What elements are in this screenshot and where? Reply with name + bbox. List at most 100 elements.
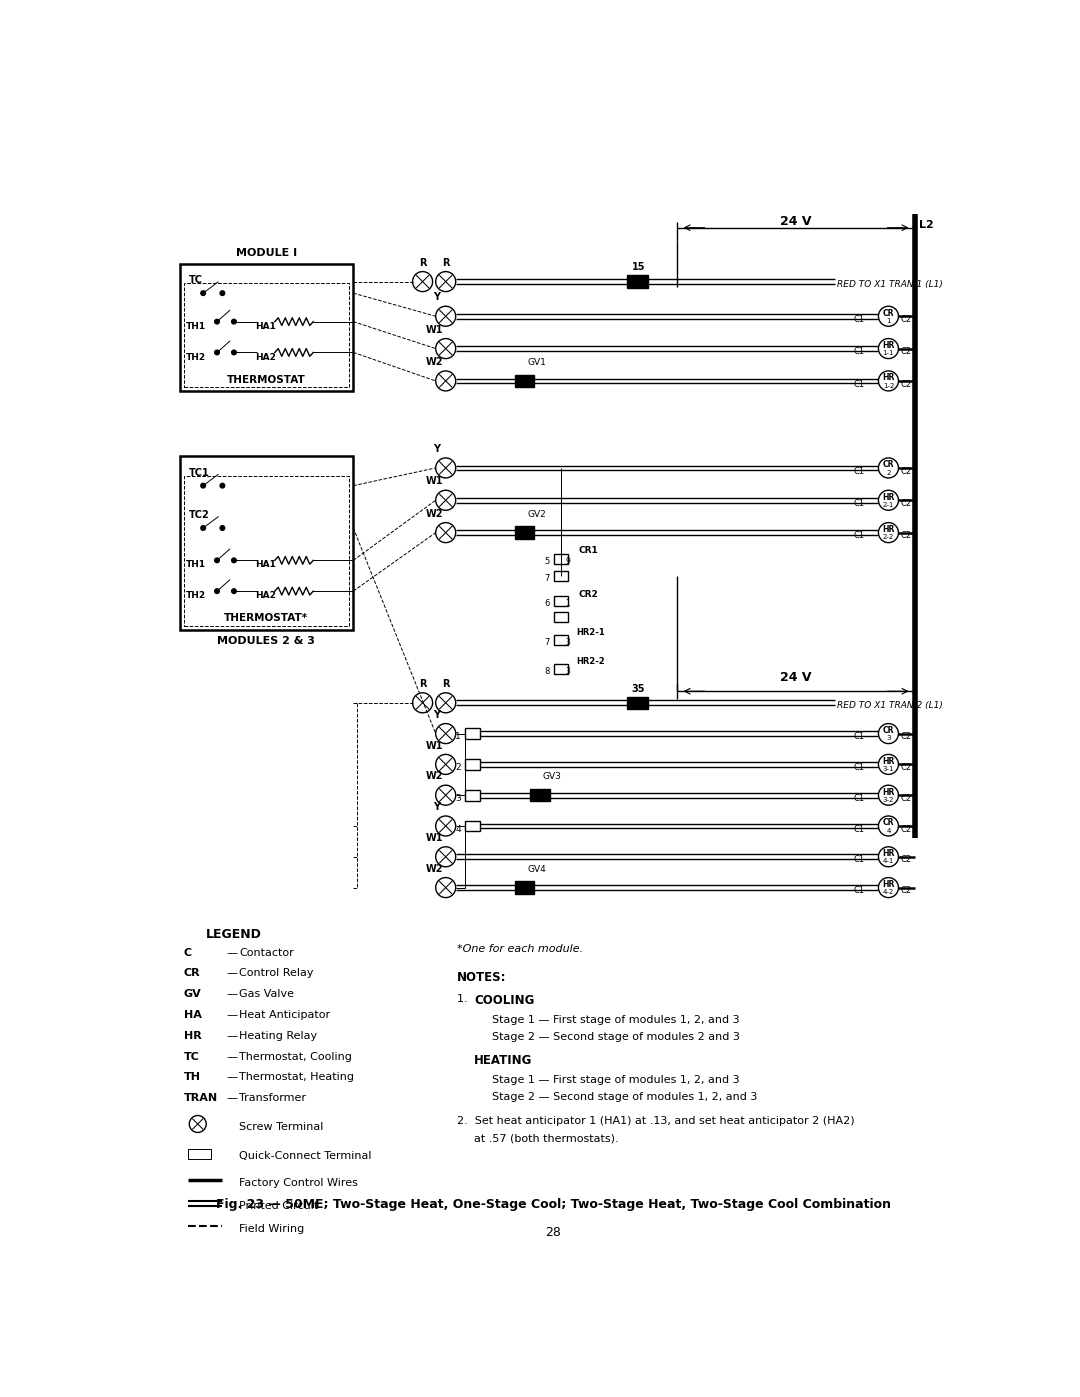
- Bar: [188, 1148, 211, 1158]
- Text: Y: Y: [433, 710, 440, 719]
- Text: Screw Terminal: Screw Terminal: [240, 1122, 324, 1132]
- Text: —: —: [226, 968, 238, 978]
- Text: TC2: TC2: [189, 510, 210, 520]
- Bar: [554, 612, 568, 622]
- Bar: [554, 636, 568, 645]
- Text: Stage 1 — First stage of modules 1, 2, and 3: Stage 1 — First stage of modules 1, 2, a…: [491, 1014, 740, 1024]
- Bar: [465, 820, 481, 831]
- Text: CR: CR: [184, 968, 201, 978]
- Text: Printed Circuit: Printed Circuit: [240, 1201, 319, 1211]
- Text: 2-1: 2-1: [882, 502, 894, 509]
- Text: C1: C1: [853, 886, 865, 895]
- Text: 15: 15: [632, 263, 645, 272]
- Text: C1: C1: [853, 467, 865, 475]
- Text: —: —: [226, 1052, 238, 1062]
- Text: Control Relay: Control Relay: [240, 968, 314, 978]
- Text: 4: 4: [887, 827, 891, 834]
- Circle shape: [231, 588, 237, 594]
- Text: Y: Y: [433, 444, 440, 454]
- Circle shape: [201, 291, 205, 295]
- Text: R: R: [442, 257, 449, 268]
- Bar: [180, 457, 353, 630]
- Text: 9: 9: [565, 557, 570, 566]
- Text: W2: W2: [426, 509, 443, 518]
- Text: RED TO X1 TRAN 2 (L1): RED TO X1 TRAN 2 (L1): [837, 701, 943, 710]
- Text: Fig. 23 — 50ME; Two-Stage Heat, One-Stage Cool; Two-Stage Heat, Two-Stage Cool C: Fig. 23 — 50ME; Two-Stage Heat, One-Stag…: [216, 1197, 891, 1211]
- Text: CR: CR: [882, 309, 894, 317]
- Text: Thermostat, Heating: Thermostat, Heating: [240, 1073, 354, 1083]
- Bar: [626, 697, 648, 708]
- Circle shape: [215, 320, 219, 324]
- Text: Stage 2 — Second stage of modules 1, 2, and 3: Stage 2 — Second stage of modules 1, 2, …: [491, 1092, 757, 1102]
- Text: TC: TC: [189, 275, 203, 285]
- Text: C2: C2: [901, 732, 912, 742]
- Text: 3-1: 3-1: [882, 766, 894, 773]
- Text: HR: HR: [184, 1031, 202, 1041]
- Text: LEGEND: LEGEND: [206, 929, 261, 942]
- Text: THERMOSTAT: THERMOSTAT: [227, 374, 306, 384]
- Text: Stage 1 — First stage of modules 1, 2, and 3: Stage 1 — First stage of modules 1, 2, a…: [491, 1074, 740, 1084]
- Text: 2: 2: [456, 763, 461, 773]
- Text: CR: CR: [882, 461, 894, 469]
- Text: CR2: CR2: [578, 590, 598, 598]
- Text: —: —: [226, 1010, 238, 1020]
- Text: 1-1: 1-1: [882, 351, 894, 356]
- Text: R: R: [419, 257, 427, 268]
- Text: C2: C2: [901, 886, 912, 895]
- Text: HA2: HA2: [255, 352, 275, 362]
- Text: 4-2: 4-2: [882, 890, 894, 895]
- Text: HR: HR: [882, 880, 894, 888]
- Text: 3: 3: [456, 793, 461, 803]
- Text: 1: 1: [456, 732, 461, 742]
- Text: *One for each module.: *One for each module.: [457, 944, 583, 954]
- Text: 35: 35: [632, 683, 645, 693]
- Text: MODULES 2 & 3: MODULES 2 & 3: [217, 636, 315, 645]
- Text: HR: HR: [882, 849, 894, 858]
- Text: 28: 28: [545, 1227, 562, 1239]
- Text: MODULE I: MODULE I: [235, 247, 297, 257]
- Text: 24 V: 24 V: [780, 671, 812, 683]
- Text: GV3: GV3: [542, 773, 562, 781]
- Circle shape: [231, 557, 237, 563]
- Text: 3: 3: [565, 666, 570, 676]
- Text: Quick-Connect Terminal: Quick-Connect Terminal: [240, 1151, 372, 1161]
- Bar: [184, 284, 350, 387]
- Text: 1: 1: [887, 319, 891, 324]
- Text: HR2-1: HR2-1: [576, 629, 605, 637]
- Text: C1: C1: [853, 763, 865, 773]
- Text: 5: 5: [544, 557, 550, 566]
- Text: Y: Y: [433, 802, 440, 812]
- Circle shape: [215, 351, 219, 355]
- Text: HA2: HA2: [255, 591, 275, 601]
- Text: C2: C2: [901, 793, 912, 803]
- Bar: [515, 882, 535, 894]
- Text: HA1: HA1: [255, 321, 275, 331]
- Text: HR: HR: [882, 493, 894, 502]
- Text: Transformer: Transformer: [240, 1094, 307, 1104]
- Text: HR: HR: [882, 341, 894, 351]
- Bar: [554, 555, 568, 564]
- Circle shape: [201, 483, 205, 488]
- Text: CR1: CR1: [578, 546, 598, 556]
- Circle shape: [201, 525, 205, 531]
- Text: C1: C1: [853, 314, 865, 324]
- Text: 1.: 1.: [457, 993, 475, 1004]
- Text: Field Wiring: Field Wiring: [240, 1224, 305, 1235]
- Circle shape: [215, 557, 219, 563]
- Bar: [554, 664, 568, 673]
- Text: CR: CR: [882, 819, 894, 827]
- Text: W2: W2: [426, 863, 443, 873]
- Text: GV1: GV1: [527, 358, 546, 367]
- Text: RED TO X1 TRAN 1 (L1): RED TO X1 TRAN 1 (L1): [837, 281, 943, 289]
- Text: W1: W1: [426, 476, 443, 486]
- Text: W1: W1: [426, 833, 443, 842]
- Circle shape: [231, 320, 237, 324]
- Text: at .57 (both thermostats).: at .57 (both thermostats).: [474, 1133, 619, 1143]
- Circle shape: [231, 351, 237, 355]
- Text: Stage 2 — Second stage of modules 2 and 3: Stage 2 — Second stage of modules 2 and …: [491, 1032, 740, 1042]
- Text: HEATING: HEATING: [474, 1053, 532, 1067]
- Text: 7: 7: [544, 574, 550, 584]
- Text: HR2-2: HR2-2: [576, 658, 605, 666]
- Text: TH1: TH1: [186, 560, 206, 570]
- Text: C1: C1: [853, 348, 865, 356]
